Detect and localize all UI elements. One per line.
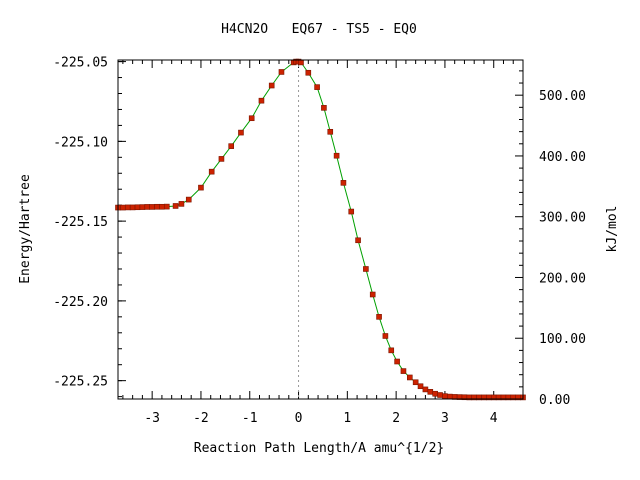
tick-labels: -3 -2 -1 0 1 2 3 4 -225.05 -225.10 -225.15 -225.20 -… (53, 56, 586, 426)
y-tick-label: -225.20 (53, 295, 108, 310)
data-point (144, 204, 151, 210)
x-tick-label: 0 (295, 411, 303, 426)
data-point (355, 237, 361, 244)
x-axis-label: Reaction Path Length/A amu^{1/2} (194, 441, 444, 456)
data-point (333, 152, 340, 159)
x-tick-label: 2 (392, 411, 400, 426)
energy-curve (118, 61, 523, 398)
data-point (228, 143, 235, 149)
x-tick-label: 4 (490, 411, 498, 426)
data-point (400, 368, 407, 374)
data-points (115, 58, 526, 401)
x-tick-label: -2 (193, 411, 209, 426)
data-point (363, 266, 369, 272)
y-axis-label: Energy/Hartree (18, 174, 33, 284)
data-point (376, 314, 382, 320)
chart-title: H4CN2O EQ67 - TS5 - EQ0 (221, 22, 417, 37)
y-tick-label: -225.25 (53, 375, 108, 390)
y2-tick-label: 0.00 (539, 393, 570, 408)
y2-tick-label: 100.00 (539, 332, 586, 347)
data-point (238, 129, 244, 136)
data-point (208, 168, 215, 175)
data-point (348, 208, 355, 215)
data-point (340, 180, 347, 186)
data-point (314, 84, 320, 90)
x-tick-label: 1 (343, 411, 351, 426)
data-point (406, 374, 413, 381)
data-point (218, 156, 225, 162)
data-point (388, 347, 395, 354)
data-point (172, 203, 179, 209)
plot-frame (117, 59, 524, 400)
y-tick-label: -225.15 (53, 215, 108, 230)
y2-tick-label: 200.00 (539, 271, 586, 286)
data-point (163, 203, 170, 210)
y2-tick-label: 300.00 (539, 211, 586, 226)
data-point (258, 97, 265, 104)
x-tick-label: -1 (242, 411, 258, 426)
data-point (268, 82, 275, 89)
y-tick-label: -225.05 (53, 56, 108, 71)
data-point (129, 204, 136, 211)
data-point (178, 201, 185, 207)
data-point (154, 203, 160, 210)
data-point (422, 386, 429, 393)
y2-tick-label: 400.00 (539, 150, 586, 165)
data-point (139, 204, 146, 210)
data-point (124, 204, 131, 211)
data-point (305, 69, 312, 76)
data-point (432, 390, 438, 397)
tick-layer (118, 60, 524, 400)
data-point (447, 393, 453, 400)
data-point (248, 115, 255, 122)
data-point (120, 204, 126, 211)
data-point (382, 333, 389, 339)
data-point (394, 358, 400, 365)
data-point (159, 203, 165, 210)
x-tick-label: -3 (144, 411, 160, 426)
data-point (278, 69, 285, 75)
data-point (185, 196, 192, 203)
data-point (412, 379, 419, 386)
data-point (369, 291, 376, 298)
data-point (198, 184, 204, 191)
y2-axis-label: kJ/mol (605, 206, 620, 253)
x-tick-label: 3 (441, 411, 449, 426)
data-point (442, 393, 448, 399)
data-point (149, 204, 155, 210)
data-point (427, 389, 434, 395)
y-tick-label: -225.10 (53, 135, 108, 150)
y2-tick-label: 500.00 (539, 89, 586, 104)
data-point (298, 59, 304, 66)
data-point (321, 105, 327, 111)
data-point (417, 383, 424, 390)
data-point (327, 128, 334, 135)
data-point (134, 204, 141, 211)
data-point (437, 392, 443, 398)
